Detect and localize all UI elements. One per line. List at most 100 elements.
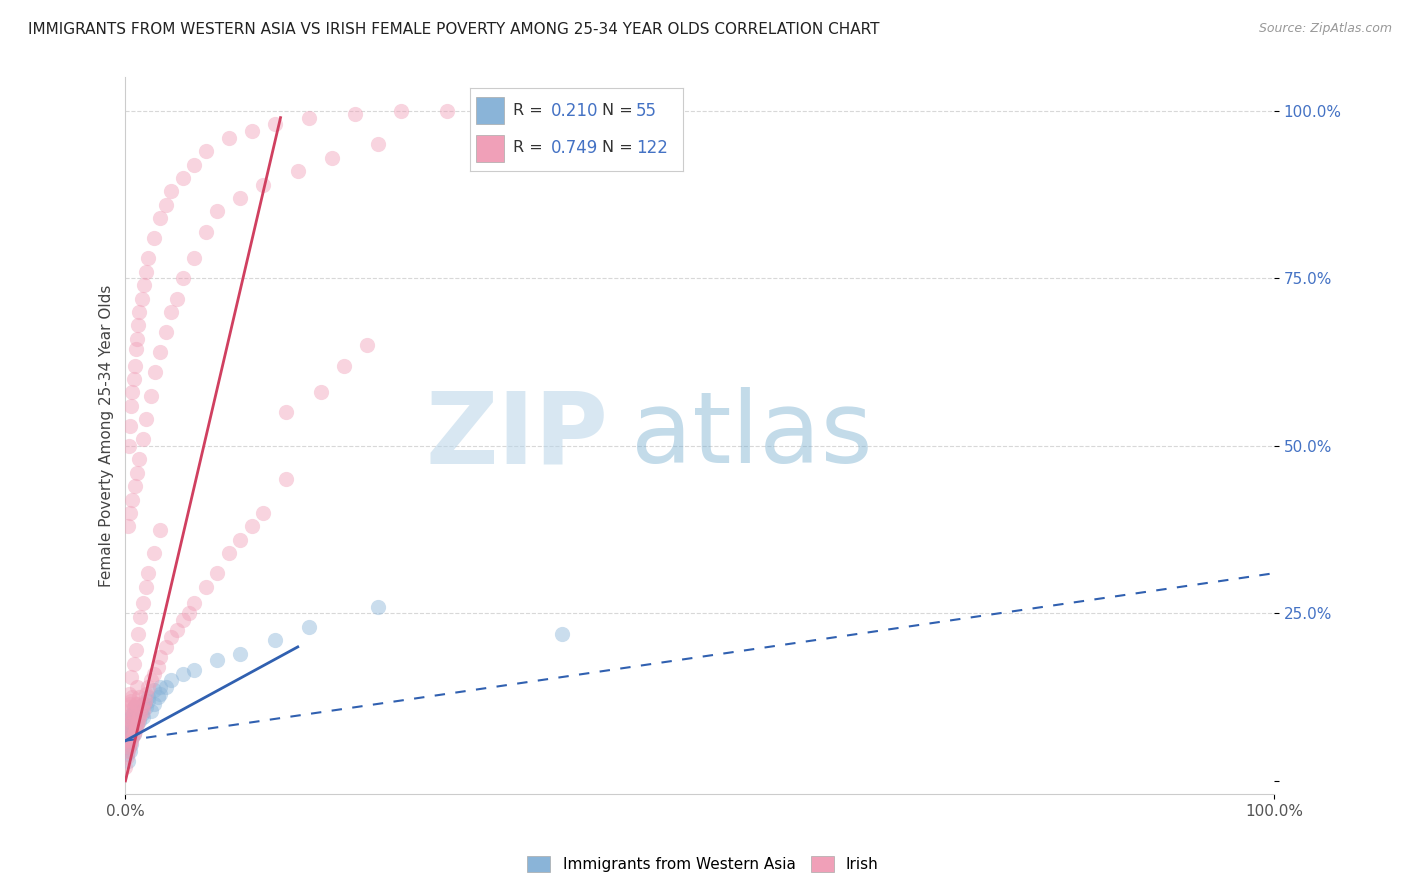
Point <box>240 519 263 533</box>
Point <box>122 657 145 671</box>
Point <box>128 452 150 467</box>
Point <box>125 697 148 711</box>
Point <box>121 690 143 705</box>
Point <box>117 519 139 533</box>
Point <box>132 697 155 711</box>
Point <box>122 700 145 714</box>
Point <box>120 714 142 728</box>
Point <box>172 271 194 285</box>
Point <box>125 342 148 356</box>
Point <box>155 640 177 654</box>
Point <box>287 164 309 178</box>
Point <box>125 720 148 734</box>
Point <box>367 137 389 152</box>
Point <box>131 292 153 306</box>
Point <box>127 706 149 721</box>
Point <box>389 103 412 118</box>
Point <box>194 225 217 239</box>
Point <box>321 151 343 165</box>
Point <box>149 523 172 537</box>
Point <box>120 744 142 758</box>
Legend: Immigrants from Western Asia, Irish: Immigrants from Western Asia, Irish <box>520 848 886 880</box>
Point <box>252 178 274 192</box>
Point <box>120 733 142 747</box>
Y-axis label: Female Poverty Among 25-34 Year Olds: Female Poverty Among 25-34 Year Olds <box>100 285 114 587</box>
Point <box>139 389 162 403</box>
Point <box>120 697 142 711</box>
Point <box>128 700 150 714</box>
Point <box>128 714 150 728</box>
Point <box>263 633 285 648</box>
Point <box>129 609 152 624</box>
Point <box>127 318 149 333</box>
Point <box>146 660 169 674</box>
Point <box>143 231 166 245</box>
Text: Source: ZipAtlas.com: Source: ZipAtlas.com <box>1258 22 1392 36</box>
Point <box>298 620 321 634</box>
Point <box>135 265 157 279</box>
Point <box>121 706 143 721</box>
Point <box>125 704 148 718</box>
Point <box>155 680 177 694</box>
Point <box>160 184 183 198</box>
Point <box>276 472 298 486</box>
Point <box>125 717 148 731</box>
Point <box>118 720 141 734</box>
Point <box>149 687 172 701</box>
Point <box>138 680 160 694</box>
Point <box>135 700 157 714</box>
Point <box>124 720 146 734</box>
Point <box>117 723 139 738</box>
Point <box>135 580 157 594</box>
Point <box>121 492 143 507</box>
Point <box>183 252 205 266</box>
Point <box>121 731 143 745</box>
Point <box>120 714 142 728</box>
Point <box>218 546 240 560</box>
Point <box>115 733 138 747</box>
Point <box>172 170 194 185</box>
Point <box>121 720 143 734</box>
Point <box>149 345 172 359</box>
Point <box>117 744 139 758</box>
Point <box>177 607 200 621</box>
Point <box>132 278 155 293</box>
Point <box>115 750 138 764</box>
Point <box>240 124 263 138</box>
Point <box>122 727 145 741</box>
Point <box>122 706 145 721</box>
Point <box>138 566 160 581</box>
Point <box>551 626 574 640</box>
Point <box>207 653 229 667</box>
Point <box>138 252 160 266</box>
Point <box>115 731 138 745</box>
Point <box>125 332 148 346</box>
Point <box>114 733 136 747</box>
Point <box>131 596 153 610</box>
Point <box>131 706 153 721</box>
Point <box>436 103 458 118</box>
Point <box>207 566 229 581</box>
Point <box>138 693 160 707</box>
Point <box>115 733 138 747</box>
Point <box>143 365 166 379</box>
Point <box>138 690 160 705</box>
Point <box>367 599 389 614</box>
Point <box>122 372 145 386</box>
Point <box>134 693 156 707</box>
Point <box>229 647 252 661</box>
Point <box>332 359 354 373</box>
Point <box>129 706 152 721</box>
Point <box>172 666 194 681</box>
Point <box>125 697 148 711</box>
Point <box>121 385 143 400</box>
Point <box>121 710 143 724</box>
Text: ZIP: ZIP <box>425 387 607 484</box>
Point <box>207 204 229 219</box>
Point <box>120 737 142 751</box>
Point <box>149 649 172 664</box>
Point <box>118 717 141 731</box>
Point <box>118 740 141 755</box>
Point <box>155 325 177 339</box>
Point <box>132 697 155 711</box>
